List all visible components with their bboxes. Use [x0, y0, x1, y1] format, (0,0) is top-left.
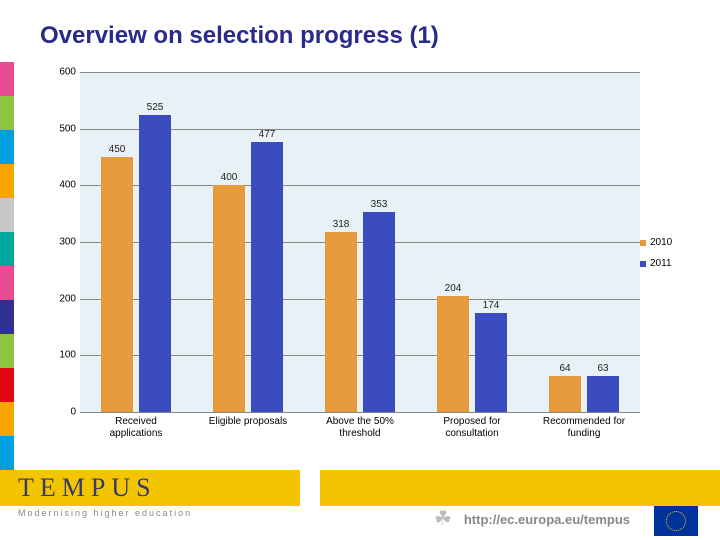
legend-label: 2010 [650, 237, 672, 248]
bar-value-label: 400 [221, 172, 238, 183]
x-axis-label: Recommended forfunding [530, 416, 638, 440]
bar-2011: 477 [251, 142, 283, 412]
bar-2011: 525 [139, 115, 171, 413]
legend-item-2010: 2010 [640, 237, 680, 248]
chart-plot-area: 4505254004773183532041746463 [80, 72, 640, 412]
y-tick-label: 200 [50, 293, 76, 304]
bar-value-label: 525 [147, 102, 164, 113]
y-tick-label: 600 [50, 67, 76, 78]
bar-value-label: 477 [259, 129, 276, 140]
bar-2010: 450 [101, 157, 133, 412]
brand-logo-text: TEMPUS [0, 473, 157, 503]
x-axis-label: Eligible proposals [194, 416, 302, 428]
brand-tagline: Modernising higher education [18, 508, 192, 518]
footer-left-band: TEMPUS [0, 470, 300, 506]
bar-2011: 174 [475, 313, 507, 412]
page-title: Overview on selection progress (1) [40, 22, 439, 50]
bar-2010: 64 [549, 376, 581, 412]
legend-swatch [640, 240, 646, 246]
x-axis-label: Proposed forconsultation [418, 416, 526, 440]
x-axis-label: Above the 50%threshold [306, 416, 414, 440]
legend-swatch [640, 261, 646, 267]
bar-value-label: 174 [483, 300, 500, 311]
y-tick-label: 0 [50, 407, 76, 418]
bar-2010: 204 [437, 296, 469, 412]
bar-2010: 318 [325, 232, 357, 412]
y-tick-label: 100 [50, 350, 76, 361]
chart-legend: 2010 2011 [640, 237, 680, 279]
y-tick-label: 400 [50, 180, 76, 191]
footer-right-band [320, 470, 720, 506]
bar-2011: 63 [587, 376, 619, 412]
bar-value-label: 450 [109, 144, 126, 155]
left-color-stripe [0, 62, 14, 470]
legend-label: 2011 [650, 258, 672, 269]
bar-value-label: 204 [445, 283, 462, 294]
footer-url: http://ec.europa.eu/tempus [464, 512, 630, 527]
bar-value-label: 353 [371, 199, 388, 210]
bar-2011: 353 [363, 212, 395, 412]
bar-2010: 400 [213, 185, 245, 412]
laurel-icon: ☘ [434, 506, 460, 532]
y-tick-label: 300 [50, 237, 76, 248]
gridline [80, 72, 640, 73]
y-tick-label: 500 [50, 123, 76, 134]
legend-item-2011: 2011 [640, 258, 680, 269]
eu-flag-icon [654, 506, 698, 536]
selection-progress-chart: 4505254004773183532041746463 20102011 01… [50, 72, 680, 442]
x-axis-label: Receivedapplications [82, 416, 190, 440]
slide-footer: TEMPUS Modernising higher education ☘ ht… [0, 470, 720, 540]
gridline [80, 412, 640, 413]
bar-value-label: 64 [559, 363, 570, 374]
bar-value-label: 318 [333, 219, 350, 230]
bar-value-label: 63 [597, 363, 608, 374]
